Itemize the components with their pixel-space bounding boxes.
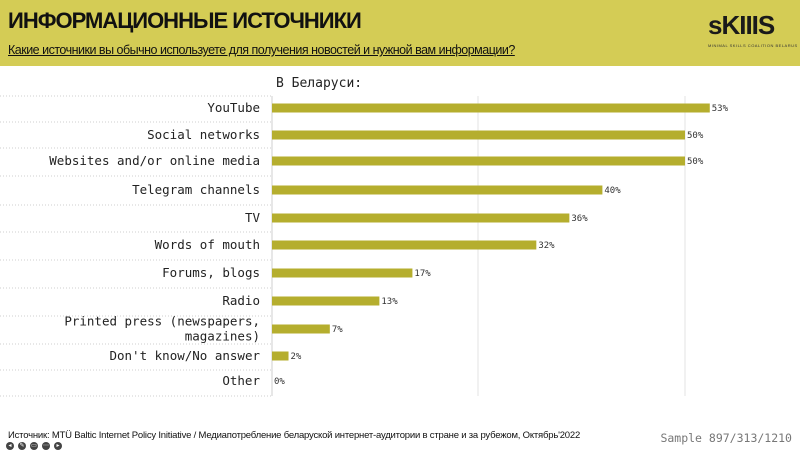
bar-7 [272,296,380,306]
category-label-9: Don't know/No answer [109,348,260,363]
prev-slide-icon[interactable]: ◂ [6,442,14,450]
value-label-4: 36% [571,214,588,224]
question-subtitle: Какие источники вы обычно используете дл… [8,43,515,57]
value-label-2: 50% [687,157,704,167]
logo-text: sKIIIS [708,10,775,40]
value-label-0: 53% [712,104,729,114]
bar-4 [272,213,570,223]
viewer-toolbar: ◂ ✎ ▭ ⋯ ▸ [6,442,62,452]
bar-2 [272,156,685,166]
slides-icon[interactable]: ▭ [30,442,38,450]
value-label-7: 13% [381,297,398,307]
bar-6 [272,268,413,278]
bar-1 [272,130,685,140]
next-slide-icon[interactable]: ▸ [54,442,62,450]
bar-3 [272,185,603,195]
bar-0 [272,103,710,113]
category-label-10: Other [222,373,260,388]
value-label-5: 32% [538,241,555,251]
value-label-1: 50% [687,131,704,141]
category-label-1: Social networks [147,127,260,142]
sample-size: Sample 897/313/1210 [660,431,792,445]
value-label-8: 7% [332,325,343,335]
logo-subtext: MINIMAL SKILLS COALITION BELARUS [708,43,798,48]
value-label-6: 17% [414,269,431,279]
category-label-0: YouTube [207,100,260,115]
chart-title: В Беларуси: [276,76,363,91]
pen-icon[interactable]: ✎ [18,442,26,450]
bar-8 [272,324,330,334]
value-label-9: 2% [291,352,302,362]
bar-9 [272,351,289,361]
source-note: Источник: MTÜ Baltic Internet Policy Ini… [8,430,581,441]
category-label-3: Telegram channels [132,182,260,197]
category-label-7: Radio [222,293,260,308]
value-label-3: 40% [604,186,621,196]
bar-5 [272,240,537,250]
category-label-4: TV [245,210,261,225]
page-title: ИНФОРМАЦИОННЫЕ ИСТОЧНИКИ [8,8,362,33]
skills-logo: sKIIIS MINIMAL SKILLS COALITION BELARUS [696,10,798,54]
value-label-10: 0% [274,377,285,387]
category-label-2: Websites and/or online media [49,153,260,168]
category-label-6: Forums, blogs [162,265,260,280]
category-label-8: Printed press (newspapers, magazines) [64,314,260,344]
category-label-5: Words of mouth [155,237,260,252]
more-icon[interactable]: ⋯ [42,442,50,450]
header-band: ИНФОРМАЦИОННЫЕ ИСТОЧНИКИ Какие источники… [0,0,800,66]
